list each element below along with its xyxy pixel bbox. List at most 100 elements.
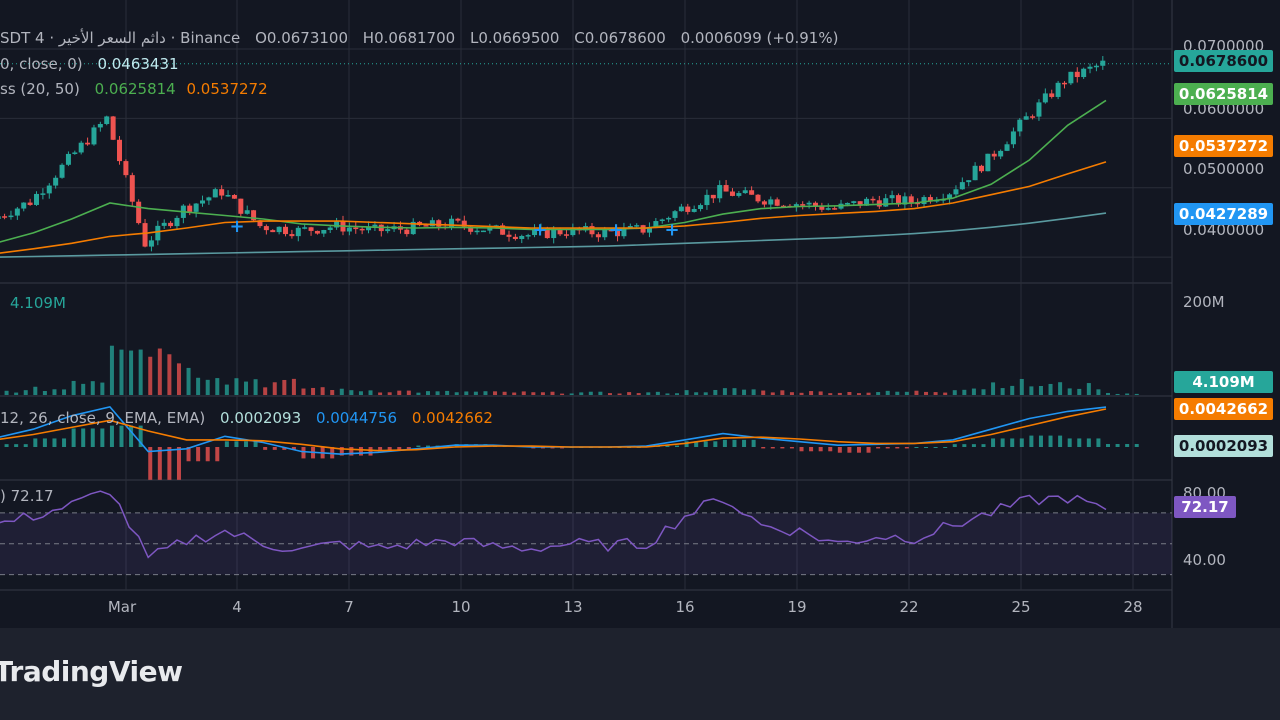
- candle-body: [1004, 144, 1010, 151]
- macd-histogram-bar: [742, 439, 747, 447]
- candle-body: [1010, 131, 1016, 145]
- candle-body: [474, 230, 480, 233]
- candle-body: [283, 226, 289, 235]
- date-label: 28: [1123, 598, 1143, 616]
- candle-body: [749, 190, 755, 195]
- ma-slow-tag: 0.0537272: [1174, 135, 1273, 157]
- volume-bar: [502, 391, 507, 395]
- price-tick: 0.0500000: [1183, 160, 1265, 178]
- price-tick: 0.0400000: [1183, 221, 1265, 239]
- candle-body: [372, 224, 378, 227]
- volume-bar: [770, 392, 775, 395]
- candle-body: [1093, 65, 1099, 68]
- volume-bar: [991, 382, 996, 395]
- macd-histogram-bar: [1115, 444, 1120, 447]
- candle-body: [72, 152, 78, 154]
- volume-bar: [703, 392, 708, 395]
- volume-bar: [579, 392, 584, 395]
- date-label: 10: [451, 598, 471, 616]
- candle-body: [0, 216, 1, 219]
- candle-body: [34, 193, 40, 205]
- volume-bar: [895, 391, 900, 395]
- date-label: 7: [344, 598, 354, 616]
- macd-histogram-bar: [971, 444, 976, 447]
- volume-bar: [464, 391, 469, 395]
- volume-bar: [33, 386, 38, 395]
- candle-body: [187, 205, 193, 212]
- volume-bar: [713, 389, 718, 395]
- macd-histogram-bar: [205, 447, 210, 462]
- candle-body: [602, 229, 608, 238]
- macd-histogram-bar: [924, 447, 929, 448]
- date-label: Mar: [107, 598, 137, 616]
- candle-body: [685, 206, 691, 212]
- candle-body: [883, 198, 889, 207]
- macd-histogram-bar: [62, 438, 67, 447]
- candle-body: [461, 220, 467, 227]
- macd-histogram-bar: [1106, 444, 1110, 447]
- volume-bar: [1000, 388, 1005, 395]
- ma-long-line: [0, 212, 1107, 258]
- volume-bar: [272, 382, 277, 395]
- candle-body: [870, 198, 876, 201]
- candle-body: [359, 228, 365, 231]
- candle-body: [1061, 82, 1067, 85]
- macd-histogram-bar: [1086, 438, 1091, 447]
- macd-histogram-bar: [761, 447, 766, 449]
- volume-bar: [1038, 385, 1043, 395]
- macd-histogram-bar: [1067, 438, 1072, 447]
- candle-body: [634, 225, 640, 227]
- volume-bar: [387, 392, 392, 395]
- macd-histogram-bar: [675, 445, 680, 447]
- candle-body: [761, 201, 767, 205]
- candle-body: [276, 226, 282, 233]
- candle-body: [851, 201, 857, 203]
- candle-body: [666, 217, 672, 220]
- volume-bar: [1048, 383, 1053, 395]
- macd-histogram-bar: [301, 447, 306, 459]
- candle-body: [423, 225, 429, 227]
- candle-body: [2, 216, 8, 218]
- macd-histogram-bar: [962, 444, 967, 447]
- candle-body: [563, 234, 569, 236]
- volume-bar: [253, 379, 258, 395]
- candle-body: [289, 234, 295, 237]
- candle-body: [161, 222, 167, 226]
- volume-bar: [675, 393, 680, 395]
- candle-body: [244, 210, 250, 214]
- macd-histogram-bar: [713, 441, 718, 447]
- ma-slow-line: [0, 161, 1107, 254]
- volume-bar: [167, 354, 172, 395]
- macd-histogram-bar: [397, 447, 402, 450]
- macd-histogram-bar: [23, 444, 28, 447]
- macd-histogram-bar: [1134, 444, 1139, 447]
- macd-histogram-bar: [1058, 435, 1063, 447]
- candle-body: [1030, 116, 1036, 118]
- candle-body: [800, 204, 806, 206]
- ma-legend: 0, close, 0) 0.0463431: [0, 54, 189, 74]
- macd-histogram-bar: [387, 447, 392, 450]
- candle-body: [59, 164, 65, 178]
- candle-body: [40, 193, 46, 195]
- volume-bar: [157, 348, 162, 395]
- candle-body: [1023, 116, 1029, 120]
- candle-body: [570, 227, 576, 236]
- macd-histogram-bar: [244, 441, 249, 447]
- volume-bar: [799, 392, 804, 395]
- volume-bar: [761, 390, 766, 395]
- candle-body: [302, 227, 308, 229]
- macd-histogram-bar: [1029, 435, 1034, 447]
- candle-body: [429, 220, 435, 227]
- candle-body: [251, 210, 257, 221]
- candle-body: [844, 202, 850, 205]
- volume-bar: [856, 393, 861, 395]
- volume-bar: [636, 393, 641, 395]
- candle-body: [595, 234, 601, 238]
- candle-body: [346, 227, 352, 232]
- chart-canvas[interactable]: + + + +: [0, 0, 1280, 628]
- macd-histogram-bar: [33, 438, 38, 447]
- volume-bar: [301, 388, 306, 395]
- macd-histogram-bar: [1010, 438, 1015, 447]
- volume-bar: [924, 391, 929, 395]
